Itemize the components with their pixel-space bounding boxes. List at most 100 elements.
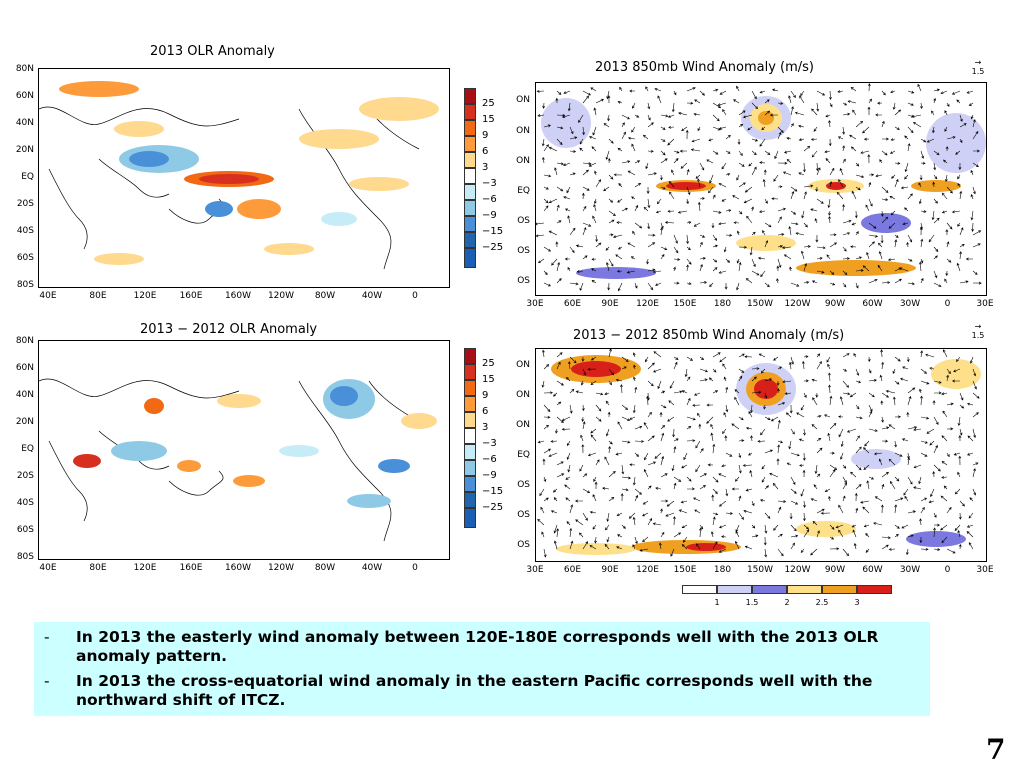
wind-vector — [798, 138, 805, 142]
wind-vector — [738, 416, 744, 421]
wind-vector — [617, 147, 623, 152]
wind-vector — [829, 451, 835, 455]
wind-vector — [579, 138, 584, 145]
wind-speed-shade — [826, 182, 846, 190]
wind-vector — [907, 234, 913, 243]
wind-vector — [719, 524, 727, 529]
wind-xlabel: 30E — [976, 299, 994, 309]
wind-vector — [555, 428, 558, 434]
wind-vector — [725, 488, 729, 497]
wind-vector — [629, 89, 635, 93]
olr-2013-ylabel: 60S — [16, 253, 34, 263]
wind-vector — [543, 270, 548, 276]
wind-vector — [646, 395, 649, 406]
wind-vector — [903, 488, 909, 496]
wind-vector — [907, 387, 916, 394]
wind-vector — [815, 392, 819, 398]
wind-vector — [738, 261, 742, 272]
wind-vector — [972, 368, 977, 377]
wind-vector — [757, 439, 766, 443]
wind-vector — [888, 424, 896, 430]
wind-vector — [588, 162, 597, 167]
wind-vector — [642, 536, 649, 543]
wind-vector — [711, 223, 715, 229]
wind-vector — [643, 469, 649, 478]
wind-vector — [718, 183, 727, 188]
wind-vector — [628, 512, 636, 519]
wind-vector — [541, 380, 545, 388]
olr-2013-xlabel: 40E — [39, 291, 57, 301]
ref-arrow-icon: → — [974, 58, 982, 67]
wind-vector — [671, 169, 675, 176]
wind-vector — [816, 473, 821, 478]
wind-vector — [811, 424, 818, 430]
wind-vector — [582, 368, 586, 376]
wind-vector — [825, 114, 831, 118]
wind-vector — [790, 90, 796, 99]
wind-vector — [632, 404, 636, 414]
wind-vector — [954, 524, 961, 531]
wind-vector — [642, 512, 649, 517]
wind-vector — [678, 509, 688, 514]
wind-vector — [881, 198, 889, 201]
olr-diff-ylabel: 20N — [15, 417, 34, 427]
wind-vector — [736, 230, 740, 236]
wind-vector — [673, 234, 678, 244]
wind-xlabel: 120E — [636, 299, 659, 309]
wind-vector — [590, 434, 597, 442]
wind-vector — [946, 402, 954, 406]
wind-vector — [725, 134, 731, 140]
wind-vector — [657, 95, 662, 104]
wind-vector — [608, 138, 614, 144]
wind-xlabel: 150E — [673, 299, 697, 309]
wind-vector — [634, 386, 638, 394]
olr-colorbar-swatch — [464, 88, 476, 104]
wind-vector — [855, 269, 864, 272]
wind-vector — [790, 534, 799, 538]
wind-vector — [878, 458, 883, 466]
wind-vector — [587, 452, 597, 457]
olr-colorbar-label: 3 — [482, 422, 489, 433]
wind-vector — [686, 186, 691, 196]
wind-vector — [868, 241, 875, 248]
wind-vector — [543, 424, 549, 430]
wind-vector — [919, 518, 923, 526]
wind-vector — [543, 415, 551, 419]
olr-colorbar-swatch — [464, 348, 476, 364]
wind-vector — [576, 270, 584, 273]
wind-vector — [543, 548, 547, 558]
wind-vector — [619, 86, 623, 92]
wind-vector — [681, 544, 688, 550]
wind-vector — [829, 395, 833, 406]
wind-vector — [541, 138, 545, 147]
wind-vector — [605, 246, 610, 251]
wind-speed-shade — [796, 521, 856, 537]
wind-2013-title: 2013 850mb Wind Anomaly (m/s) — [595, 60, 814, 75]
wind-vector — [777, 245, 784, 248]
wind-vector — [582, 169, 589, 176]
wind-vector — [655, 282, 662, 286]
wind-vector — [647, 485, 652, 490]
wind-vector — [919, 174, 923, 181]
wind-vector — [813, 126, 818, 132]
wind-vector — [894, 476, 900, 482]
wind-vector — [790, 282, 800, 287]
wind-vector — [920, 138, 927, 143]
wind-vector — [842, 495, 846, 502]
wind-vector — [621, 131, 626, 140]
wind-vector — [842, 464, 847, 469]
wind-vector — [699, 378, 708, 382]
wind-vector — [920, 452, 928, 457]
olr-colorbar-swatch — [464, 428, 476, 444]
wind-vector — [569, 356, 577, 364]
wind-vector — [699, 257, 706, 260]
wind-vector — [763, 169, 767, 176]
wind-vector — [615, 254, 623, 260]
wind-vector — [749, 246, 753, 256]
wind-vector — [556, 204, 560, 212]
wind-vector — [734, 389, 740, 394]
wind-vector — [660, 404, 667, 409]
wind-vector — [761, 464, 766, 470]
wind-vector — [621, 366, 627, 370]
wind-vector — [842, 257, 850, 261]
